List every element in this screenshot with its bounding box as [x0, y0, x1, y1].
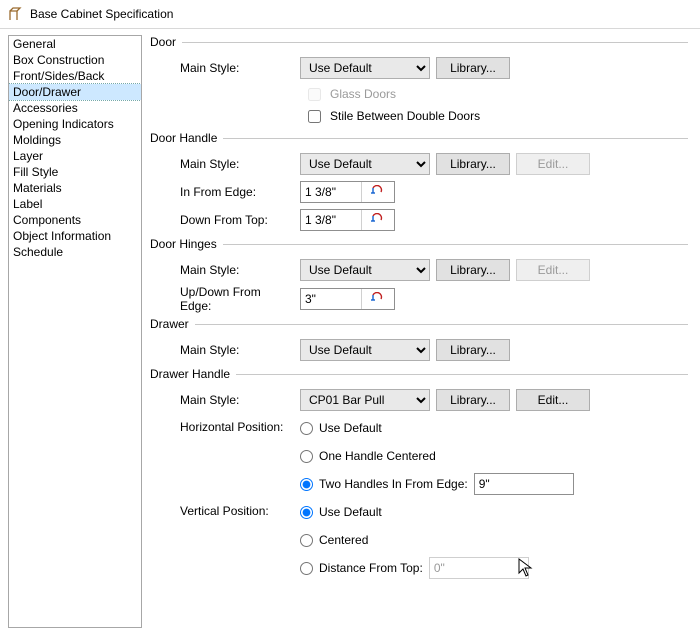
hinges-style-select[interactable]: Use Default	[300, 259, 430, 281]
label-main-style: Main Style:	[150, 393, 300, 407]
glass-doors-checkbox	[308, 88, 321, 101]
updown-field[interactable]	[301, 292, 361, 306]
section-title: Door Hinges	[150, 237, 217, 251]
hpos-default-radio[interactable]	[300, 422, 313, 435]
nav-item[interactable]: Schedule	[9, 244, 141, 260]
label-main-style: Main Style:	[150, 343, 300, 357]
in-from-edge-field[interactable]	[301, 185, 361, 199]
hpos-one-radio[interactable]	[300, 450, 313, 463]
nav-item[interactable]: Front/Sides/Back	[9, 68, 141, 84]
nav-item[interactable]: Door/Drawer	[9, 84, 141, 100]
distance-from-top-input	[429, 557, 529, 579]
nav-item[interactable]: Components	[9, 212, 141, 228]
measure-icon[interactable]	[361, 289, 389, 309]
drawer-handle-edit-button[interactable]: Edit...	[516, 389, 590, 411]
hpos-default[interactable]: Use Default	[300, 415, 382, 441]
section-title: Drawer Handle	[150, 367, 230, 381]
nav-item[interactable]: Materials	[9, 180, 141, 196]
hpos-two-handles[interactable]: Two Handles In From Edge:	[300, 471, 574, 497]
vpos-default[interactable]: Use Default	[300, 499, 382, 525]
hpos-one-handle[interactable]: One Handle Centered	[300, 443, 436, 469]
section-title: Door	[150, 35, 176, 49]
stile-row[interactable]: Stile Between Double Doors	[304, 105, 688, 127]
nav-item[interactable]: Opening Indicators	[9, 116, 141, 132]
down-from-top-input[interactable]	[300, 209, 395, 231]
nav-item[interactable]: General	[9, 36, 141, 52]
glass-doors-row: Glass Doors	[304, 83, 688, 105]
nav-item[interactable]: Fill Style	[9, 164, 141, 180]
glass-doors-label: Glass Doors	[330, 87, 396, 101]
label-horizontal-position: Horizontal Position:	[150, 415, 300, 434]
door-style-select[interactable]: Use Default	[300, 57, 430, 79]
label-main-style: Main Style:	[150, 263, 300, 277]
category-list[interactable]: GeneralBox ConstructionFront/Sides/BackD…	[8, 35, 142, 628]
label-vertical-position: Vertical Position:	[150, 499, 300, 518]
two-handles-edge-input[interactable]	[474, 473, 574, 495]
nav-item[interactable]: Box Construction	[9, 52, 141, 68]
nav-item[interactable]: Accessories	[9, 100, 141, 116]
window-title: Base Cabinet Specification	[30, 7, 173, 21]
label-in-from-edge: In From Edge:	[150, 185, 300, 199]
door-library-button[interactable]: Library...	[436, 57, 510, 79]
drawer-handle-library-button[interactable]: Library...	[436, 389, 510, 411]
measure-icon[interactable]	[361, 182, 389, 202]
section-title: Drawer	[150, 317, 189, 331]
hinges-edit-button: Edit...	[516, 259, 590, 281]
vpos-distance[interactable]: Distance From Top:	[300, 555, 529, 581]
nav-item[interactable]: Moldings	[9, 132, 141, 148]
label-updown-from-edge: Up/Down From Edge:	[150, 285, 300, 313]
updown-from-edge-input[interactable]	[300, 288, 395, 310]
section-door-handle: Door Handle Main Style: Use Default Libr…	[150, 131, 688, 233]
label-main-style: Main Style:	[150, 61, 300, 75]
section-door: Door Main Style: Use Default Library... …	[150, 35, 688, 127]
vpos-distance-radio[interactable]	[300, 562, 313, 575]
label-main-style: Main Style:	[150, 157, 300, 171]
stile-checkbox[interactable]	[308, 110, 321, 123]
title-bar: Base Cabinet Specification	[0, 0, 700, 29]
content-panel: Door Main Style: Use Default Library... …	[146, 29, 700, 634]
nav-item[interactable]: Layer	[9, 148, 141, 164]
vpos-centered[interactable]: Centered	[300, 527, 368, 553]
drawer-handle-style-select[interactable]: CP01 Bar Pull	[300, 389, 430, 411]
drawer-style-select[interactable]: Use Default	[300, 339, 430, 361]
section-drawer: Drawer Main Style: Use Default Library..…	[150, 317, 688, 363]
label-down-from-top: Down From Top:	[150, 213, 300, 227]
drawer-library-button[interactable]: Library...	[436, 339, 510, 361]
door-handle-edit-button: Edit...	[516, 153, 590, 175]
section-drawer-handle: Drawer Handle Main Style: CP01 Bar Pull …	[150, 367, 688, 581]
nav-item[interactable]: Object Information	[9, 228, 141, 244]
hinges-library-button[interactable]: Library...	[436, 259, 510, 281]
nav-item[interactable]: Label	[9, 196, 141, 212]
in-from-edge-input[interactable]	[300, 181, 395, 203]
down-from-top-field[interactable]	[301, 213, 361, 227]
section-door-hinges: Door Hinges Main Style: Use Default Libr…	[150, 237, 688, 313]
measure-icon[interactable]	[361, 210, 389, 230]
door-handle-library-button[interactable]: Library...	[436, 153, 510, 175]
hpos-two-radio[interactable]	[300, 478, 313, 491]
vpos-centered-radio[interactable]	[300, 534, 313, 547]
stile-label: Stile Between Double Doors	[330, 109, 480, 123]
vpos-default-radio[interactable]	[300, 506, 313, 519]
app-icon	[8, 6, 24, 22]
section-title: Door Handle	[150, 131, 217, 145]
door-handle-style-select[interactable]: Use Default	[300, 153, 430, 175]
